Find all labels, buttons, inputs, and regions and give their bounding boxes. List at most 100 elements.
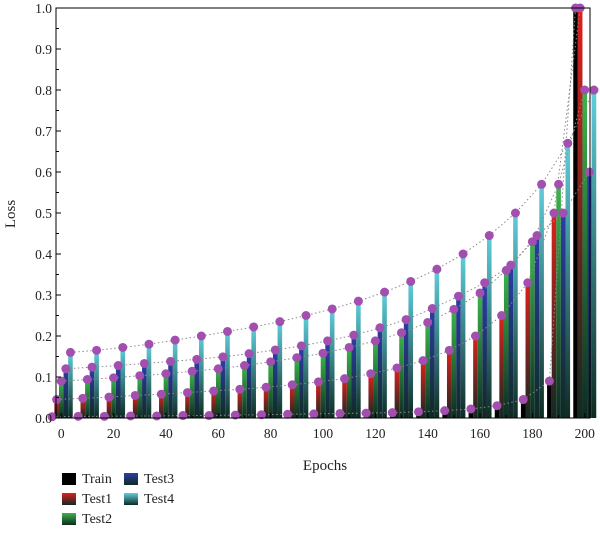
marker-test1	[287, 380, 297, 390]
marker-test4	[484, 231, 494, 241]
bar-test4	[539, 184, 544, 418]
marker-train	[387, 408, 397, 418]
bar-test3	[456, 296, 461, 418]
bar-test4	[120, 347, 126, 418]
bar-test1	[420, 360, 426, 418]
marker-test4	[589, 85, 599, 95]
marker-test4	[432, 264, 442, 274]
bar-test4	[382, 292, 387, 418]
bar-test4	[303, 315, 309, 418]
marker-train	[178, 411, 188, 421]
marker-test1	[549, 208, 559, 218]
bar-test1	[316, 381, 321, 418]
marker-test4	[118, 342, 128, 352]
bar-test3	[351, 335, 357, 418]
marker-test2	[423, 317, 433, 327]
marker-test1	[156, 389, 166, 399]
marker-test3	[244, 349, 254, 359]
bar-test2	[85, 379, 90, 418]
bar-test2	[556, 184, 561, 418]
bar-test3	[63, 368, 69, 418]
marker-train	[230, 410, 240, 420]
marker-test4	[406, 276, 416, 286]
legend: Train Test1 Test2 Test3 Test4	[62, 472, 174, 527]
marker-test3	[61, 364, 71, 374]
marker-train	[309, 409, 319, 419]
marker-test4	[353, 296, 363, 306]
marker-test3	[349, 330, 359, 340]
bar-test2	[399, 332, 404, 418]
markers-layer	[47, 3, 599, 422]
legend-label-test4: Test4	[144, 492, 174, 507]
y-tick-label: 0.1	[35, 370, 52, 385]
bar-test2	[268, 361, 273, 418]
marker-test1	[235, 384, 245, 394]
bar-test4	[251, 326, 256, 418]
x-tick-label: 140	[418, 426, 439, 441]
marker-test1	[523, 278, 533, 288]
marker-test1	[52, 395, 62, 405]
bar-test4	[460, 254, 466, 418]
y-tick-label: 1.0	[35, 1, 52, 16]
bar-train	[468, 408, 474, 418]
axes-layer: 0.0 0.1 0.2 0.3 0.4 0.5 0.6 0.7 0.8 0.9 1.0 0 20 40 60…	[35, 1, 595, 441]
marker-test1	[261, 382, 271, 392]
bar-test4	[513, 213, 518, 418]
bar-test1	[263, 387, 269, 418]
marker-test3	[218, 352, 228, 362]
marker-test2	[527, 237, 537, 247]
marker-test4	[458, 249, 468, 259]
bar-test3	[560, 213, 566, 418]
marker-test4	[510, 208, 520, 218]
marker-train	[544, 376, 554, 386]
marker-test3	[296, 341, 306, 351]
marker-test1	[392, 363, 402, 373]
legend-label-test1: Test1	[82, 492, 112, 507]
marker-test3	[113, 361, 123, 371]
bar-test4	[591, 90, 597, 418]
bar-test2	[294, 357, 300, 418]
marker-test2	[56, 376, 66, 386]
marker-test2	[292, 353, 302, 363]
marker-train	[335, 408, 345, 418]
marker-test4	[327, 304, 337, 314]
bar-test1	[342, 378, 347, 418]
marker-train	[518, 395, 528, 405]
bar-test4	[94, 350, 99, 418]
marker-test2	[344, 342, 354, 352]
y-tick-label: 0.2	[35, 329, 52, 344]
marker-train	[152, 411, 162, 421]
marker-test2	[239, 361, 249, 371]
marker-test4	[275, 317, 285, 327]
bar-test2	[477, 292, 483, 418]
bar-test1	[159, 394, 164, 418]
bar-test1	[446, 350, 452, 418]
bar-test3	[194, 359, 200, 418]
marker-test4	[196, 331, 206, 341]
marker-test1	[209, 386, 219, 396]
marker-train	[73, 411, 83, 421]
x-tick-label: 80	[264, 426, 278, 441]
y-tick-label: 0.8	[35, 83, 52, 98]
bar-test2	[425, 322, 431, 418]
x-tick-label: 120	[365, 426, 386, 441]
bar-test3	[246, 353, 252, 418]
legend-swatch-train	[62, 473, 76, 485]
legend-swatch-test1	[62, 493, 76, 505]
marker-test2	[554, 179, 564, 189]
bar-train	[494, 405, 500, 418]
bar-test2	[530, 241, 535, 418]
bar-test2	[163, 373, 169, 418]
bar-test2	[346, 347, 352, 418]
bar-test4	[408, 281, 414, 418]
bar-test1	[289, 384, 295, 418]
marker-test1	[183, 388, 193, 398]
marker-test2	[161, 369, 171, 379]
marker-test2	[187, 366, 197, 376]
marker-test1	[444, 345, 454, 355]
legend-label-train: Train	[82, 472, 112, 487]
marker-train	[440, 406, 450, 416]
bar-test1	[211, 390, 216, 418]
bar-test1	[80, 398, 86, 418]
marker-train	[414, 407, 424, 417]
